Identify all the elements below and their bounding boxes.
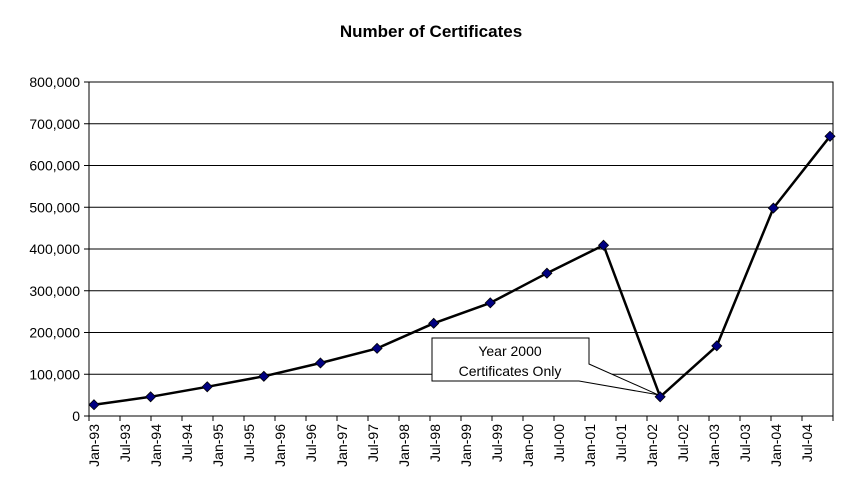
y-axis: 0 100,000 200,000 300,000 400,000 500,000 600,… bbox=[29, 74, 89, 424]
x-tick-label: Jul-99 bbox=[489, 424, 505, 462]
x-tick-label: Jul-01 bbox=[613, 424, 629, 462]
x-tick-label: Jul-04 bbox=[799, 424, 815, 462]
x-tick-label: Jan-00 bbox=[520, 424, 536, 467]
x-tick-label: Jan-03 bbox=[706, 424, 722, 467]
chart-title: Number of Certificates bbox=[340, 22, 522, 41]
annotation-callout: Year 2000 Certificates Only bbox=[431, 337, 659, 396]
x-tick-label: Jul-03 bbox=[737, 424, 753, 462]
x-tick-label: Jul-94 bbox=[179, 424, 195, 462]
x-tick-label: Jan-99 bbox=[458, 424, 474, 467]
x-tick-label: Jan-93 bbox=[86, 424, 102, 467]
x-tick-label: Jul-96 bbox=[303, 424, 319, 462]
series-line-path bbox=[93, 135, 831, 406]
x-tick-label: Jul-93 bbox=[117, 424, 133, 462]
y-tick-label: 300,000 bbox=[29, 283, 80, 299]
y-tick-label: 600,000 bbox=[29, 158, 80, 174]
y-tick-label: 200,000 bbox=[29, 325, 80, 341]
data-point-marker bbox=[711, 340, 723, 352]
x-tick-label: Jan-97 bbox=[334, 424, 350, 467]
data-point-marker bbox=[428, 317, 440, 329]
x-tick-label: Jan-96 bbox=[272, 424, 288, 467]
x-axis: Jan-93 Jul-93 Jan-94 Jul-94 Jan-95 Jul-95 Jan-… bbox=[86, 416, 834, 467]
data-point-marker bbox=[371, 342, 383, 354]
annotation-line-2: Certificates Only bbox=[459, 363, 562, 379]
series-line bbox=[88, 130, 836, 411]
x-tick-label: Jan-02 bbox=[644, 424, 660, 467]
data-point-marker bbox=[88, 399, 100, 411]
y-tick-label: 500,000 bbox=[29, 199, 80, 215]
x-tick-label: Jan-04 bbox=[768, 424, 784, 467]
data-point-marker bbox=[484, 297, 496, 309]
data-point-marker bbox=[824, 130, 836, 142]
data-point-marker bbox=[258, 370, 270, 382]
x-tick-label: Jul-00 bbox=[551, 424, 567, 462]
y-tick-label: 800,000 bbox=[29, 74, 80, 90]
y-tick-label: 0 bbox=[72, 408, 80, 424]
annotation-line-1: Year 2000 bbox=[478, 343, 542, 359]
data-point-marker bbox=[314, 357, 327, 369]
y-tick-label: 100,000 bbox=[29, 366, 80, 382]
x-tick-label: Jul-98 bbox=[427, 424, 443, 462]
data-point-marker bbox=[145, 391, 157, 403]
data-point-marker bbox=[201, 381, 213, 393]
y-tick-label: 700,000 bbox=[29, 116, 80, 132]
x-tick-label: Jan-98 bbox=[396, 424, 412, 467]
y-tick-label: 400,000 bbox=[29, 241, 80, 257]
x-tick-label: Jan-94 bbox=[148, 424, 164, 467]
data-point-marker bbox=[541, 267, 553, 279]
data-point-marker bbox=[767, 202, 779, 214]
x-tick-label: Jul-02 bbox=[675, 424, 691, 462]
data-point-marker bbox=[597, 239, 610, 251]
x-tick-label: Jan-01 bbox=[582, 424, 598, 467]
x-tick-label: Jul-95 bbox=[241, 424, 257, 462]
x-tick-label: Jan-95 bbox=[210, 424, 226, 467]
annotation-box bbox=[431, 337, 659, 396]
x-tick-label: Jul-97 bbox=[365, 424, 381, 462]
gridlines bbox=[89, 123, 833, 375]
